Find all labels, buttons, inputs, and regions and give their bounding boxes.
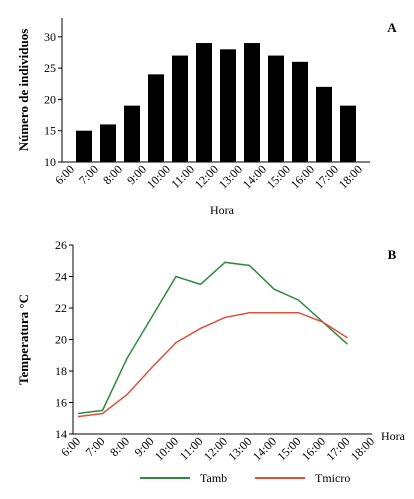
bar: [100, 124, 116, 162]
x-tick-label: 17:00: [312, 162, 341, 191]
bar: [172, 55, 188, 162]
x-tick-label: 16:00: [299, 434, 328, 463]
bar: [124, 105, 140, 162]
x-tick-label: 7:00: [76, 162, 101, 187]
x-tick-label: 15:00: [274, 434, 303, 463]
line-series: [77, 261, 349, 415]
legend-label: Tmicro: [315, 471, 350, 485]
x-tick-label: 10:00: [144, 162, 173, 191]
x-tick-label: 13:00: [216, 162, 245, 191]
y-tick-label: 14: [55, 427, 67, 441]
y-tick-label: 22: [55, 301, 67, 315]
bar: [316, 86, 332, 162]
y-tick-label: 25: [44, 61, 56, 75]
x-tick-label: 17:00: [323, 434, 352, 463]
bar: [148, 74, 164, 162]
panel-label: B: [388, 247, 397, 262]
x-tick-label: 12:00: [201, 434, 230, 463]
x-tick-label: 16:00: [288, 162, 317, 191]
bar: [196, 43, 212, 162]
bar: [76, 130, 92, 162]
y-axis-title: Temperatura °C: [16, 294, 31, 385]
panel-label: A: [387, 20, 397, 35]
bar: [220, 49, 236, 162]
x-tick-label: 15:00: [264, 162, 293, 191]
y-tick-label: 20: [44, 92, 56, 106]
x-tick-label: 14:00: [240, 162, 269, 191]
x-axis-title: Hora: [381, 429, 406, 443]
y-tick-label: 20: [55, 333, 67, 347]
x-tick-label: 11:00: [177, 434, 206, 463]
y-tick-label: 15: [44, 124, 56, 138]
x-tick-label: 7:00: [83, 434, 108, 459]
y-tick-label: 30: [44, 30, 56, 44]
y-tick-label: 26: [55, 238, 67, 252]
x-tick-label: 14:00: [250, 434, 279, 463]
bar: [268, 55, 284, 162]
x-tick-label: 11:00: [168, 162, 197, 191]
y-tick-label: 24: [55, 270, 67, 284]
x-axis-title: Hora: [210, 203, 235, 217]
x-tick-label: 18:00: [348, 434, 377, 463]
x-tick-label: 10:00: [152, 434, 181, 463]
bar: [292, 61, 308, 162]
y-tick-label: 16: [55, 396, 67, 410]
x-tick-label: 13:00: [225, 434, 254, 463]
bar: [340, 105, 356, 162]
y-tick-label: 18: [55, 364, 67, 378]
x-tick-label: 8:00: [100, 162, 125, 187]
legend-label: Tamb: [200, 471, 227, 485]
x-tick-label: 8:00: [107, 434, 132, 459]
x-tick-label: 18:00: [336, 162, 365, 191]
y-axis-title: Número de individuos: [16, 29, 31, 152]
x-tick-label: 12:00: [192, 162, 221, 191]
line-series: [77, 311, 348, 418]
bar: [244, 43, 260, 162]
y-tick-label: 10: [44, 155, 56, 169]
